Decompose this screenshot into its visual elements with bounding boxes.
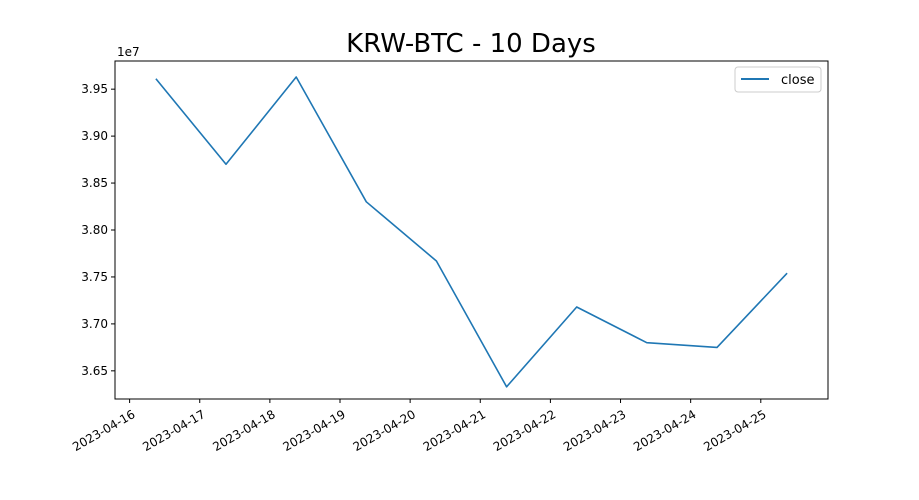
y-tick-label: 3.70 bbox=[81, 317, 108, 331]
legend: close bbox=[734, 66, 822, 93]
legend-label: close bbox=[781, 73, 814, 88]
legend-box bbox=[734, 66, 822, 93]
series-layer bbox=[155, 76, 788, 388]
y-tick-label: 3.65 bbox=[81, 364, 108, 378]
y-tick-label: 3.75 bbox=[81, 270, 108, 284]
y-tick-label: 3.95 bbox=[81, 82, 108, 96]
chart-title: KRW-BTC - 10 Days bbox=[346, 29, 596, 59]
plot-frame bbox=[114, 60, 829, 400]
plot-area bbox=[114, 60, 829, 400]
y-axis: 3.65 3.70 3.75 3.80 3.85 3.90 3.95 bbox=[81, 82, 115, 378]
y-tick-label: 3.85 bbox=[81, 176, 108, 190]
y-tick-label: 3.90 bbox=[81, 129, 108, 143]
series-line-close bbox=[155, 76, 788, 388]
y-axis-offset-label: 1e7 bbox=[117, 45, 140, 59]
y-tick-label: 3.80 bbox=[81, 223, 108, 237]
